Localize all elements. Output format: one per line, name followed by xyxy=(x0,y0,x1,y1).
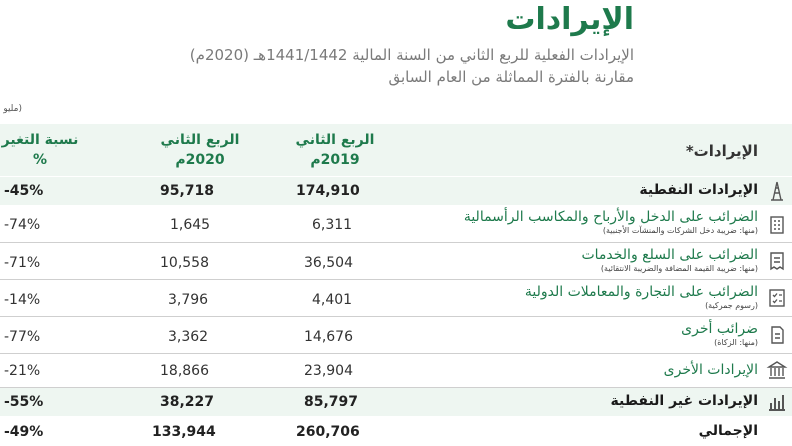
cell-q2-2019: 260,706 xyxy=(296,424,360,440)
unit-label: (مليو xyxy=(3,104,22,114)
header-change: نسبة التغير % xyxy=(1,132,79,168)
row-label: الضرائب على السلع والخدمات (منها: ضريبة … xyxy=(581,247,758,273)
cell-change: -77% xyxy=(4,329,41,345)
table-row: -14% 3,796 4,401 الضرائب على التجارة وال… xyxy=(0,280,792,317)
table-row: -49% 133,944 260,706 الإجمالي xyxy=(0,418,792,446)
cell-q2-2019: 6,311 xyxy=(312,217,353,233)
row-label: الضرائب على الدخل والأرباح والمكاسب الرأ… xyxy=(463,209,758,235)
cell-q2-2020: 38,227 xyxy=(160,394,215,410)
cell-q2-2020: 95,718 xyxy=(160,183,215,199)
cell-q2-2019: 14,676 xyxy=(304,329,353,345)
page-subtitle-comparison: مقارنة بالفترة المماثلة من العام السابق xyxy=(388,68,634,86)
oil-rig-icon xyxy=(766,180,788,202)
cell-q2-2019: 174,910 xyxy=(296,183,360,199)
header-revenue: الإيرادات* xyxy=(685,142,758,160)
cell-change: -45% xyxy=(4,183,44,199)
cell-change: -21% xyxy=(4,363,41,379)
table-row: -74% 1,645 6,311 الضرائب على الدخل والأر… xyxy=(0,206,792,243)
institution-icon xyxy=(766,359,788,381)
row-label: ضرائب أخرى (منها: الزكاة) xyxy=(681,321,758,347)
table-row: -21% 18,866 23,904 الإيرادات الأخرى xyxy=(0,354,792,388)
cell-q2-2020: 3,362 xyxy=(168,329,209,345)
row-label: الإجمالي xyxy=(698,423,758,439)
document-icon xyxy=(766,324,788,346)
table-header: نسبة التغير % الربع الثاني 2020م الربع ا… xyxy=(0,124,792,176)
cell-q2-2019: 36,504 xyxy=(304,255,353,271)
cell-q2-2020: 18,866 xyxy=(160,363,209,379)
header-q2-2019: الربع الثاني 2019م xyxy=(295,132,375,168)
cell-q2-2020: 133,944 xyxy=(152,424,216,440)
cell-change: -71% xyxy=(4,255,41,271)
cell-q2-2019: 4,401 xyxy=(312,292,353,308)
checklist-icon xyxy=(766,287,788,309)
cell-change: -49% xyxy=(4,424,44,440)
cell-change: -14% xyxy=(4,292,41,308)
cell-q2-2020: 1,645 xyxy=(170,217,211,233)
bar-chart-icon xyxy=(766,391,788,413)
page-title: الإيرادات xyxy=(505,2,634,37)
cell-q2-2020: 3,796 xyxy=(168,292,209,308)
cell-q2-2019: 23,904 xyxy=(304,363,353,379)
table-row: -71% 10,558 36,504 الضرائب على السلع وال… xyxy=(0,243,792,280)
cell-q2-2020: 10,558 xyxy=(160,255,209,271)
table-row: -55% 38,227 85,797 الإيرادات غير النفطية xyxy=(0,388,792,416)
page-subtitle: الإيرادات الفعلية للربع الثاني من السنة … xyxy=(189,46,634,64)
cell-q2-2019: 85,797 xyxy=(304,394,359,410)
table-row: -45% 95,718 174,910 الإيرادات النفطية xyxy=(0,177,792,205)
header-q2-2020: الربع الثاني 2020م xyxy=(160,132,240,168)
row-label: الإيرادات الأخرى xyxy=(663,362,758,378)
receipt-icon xyxy=(766,250,788,272)
cell-change: -55% xyxy=(4,394,44,410)
table-row: -77% 3,362 14,676 ضرائب أخرى (منها: الزك… xyxy=(0,317,792,354)
cell-change: -74% xyxy=(4,217,41,233)
row-label: الضرائب على التجارة والمعاملات الدولية (… xyxy=(524,284,758,310)
building-icon xyxy=(766,213,788,235)
row-label: الإيرادات النفطية xyxy=(639,182,758,198)
row-label: الإيرادات غير النفطية xyxy=(610,393,758,409)
